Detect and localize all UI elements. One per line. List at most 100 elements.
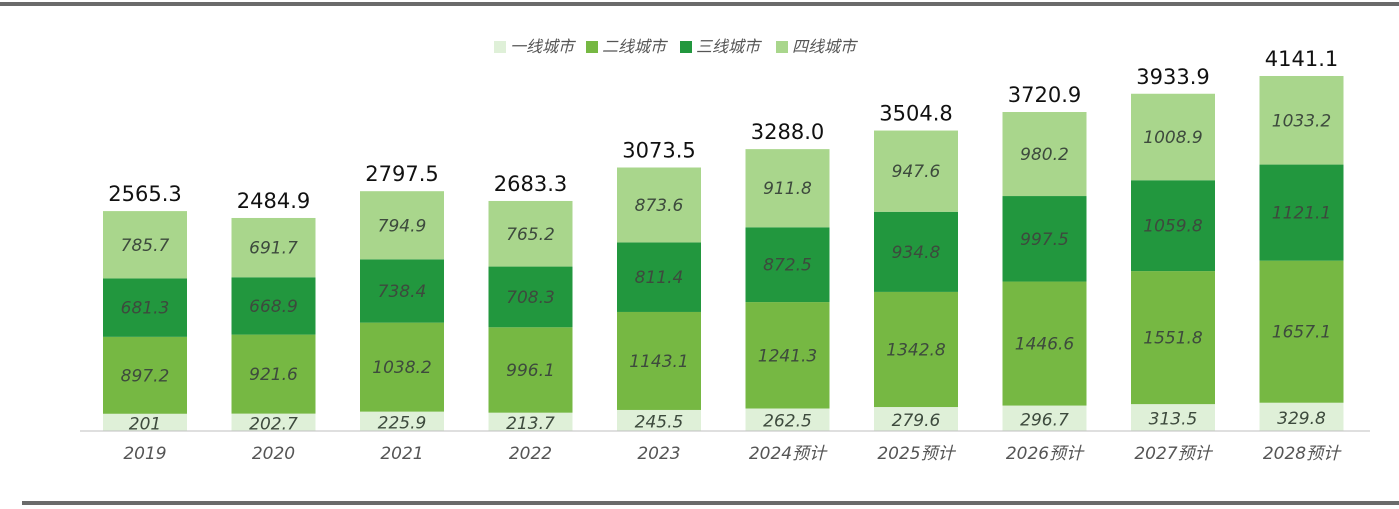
bar-segment [745, 227, 830, 303]
total-label: 3288.0 [751, 120, 824, 144]
total-label: 3504.8 [879, 102, 952, 126]
bar-segment [360, 411, 444, 431]
bar-segment [488, 412, 573, 431]
total-label: 4141.1 [1265, 47, 1338, 71]
data-label: 765.2 [506, 225, 555, 245]
legend-label-0: 一线城市 [510, 37, 576, 56]
data-label: 681.3 [121, 299, 170, 319]
data-label: 201 [129, 414, 161, 434]
data-label: 794.9 [378, 216, 427, 236]
data-label: 691.7 [249, 239, 298, 259]
data-label: 738.4 [378, 282, 427, 302]
bar-segment [874, 211, 958, 292]
data-label: 1342.8 [886, 340, 946, 360]
total-label: 2683.3 [494, 172, 567, 196]
bar-segment [231, 277, 316, 335]
data-label: 1059.8 [1143, 217, 1203, 237]
bar-segment [745, 408, 830, 431]
data-label: 225.9 [378, 413, 427, 433]
data-label: 1038.2 [372, 358, 431, 378]
bar-segment [103, 211, 187, 279]
data-label: 1143.1 [629, 352, 688, 372]
bar-segment [617, 167, 701, 243]
data-label: 1657.1 [1272, 323, 1331, 343]
bar-segment [103, 336, 187, 414]
bar-segment [1259, 75, 1344, 165]
data-label: 947.6 [892, 162, 941, 182]
data-label: 1121.1 [1272, 204, 1331, 224]
bar-segment [874, 291, 958, 408]
bar-segment [231, 334, 316, 414]
data-label: 934.8 [892, 243, 941, 263]
legend-swatch-2 [680, 41, 692, 53]
x-tick-label: 2021 [380, 444, 423, 464]
legend-label-2: 三线城市 [696, 37, 762, 56]
total-label: 3720.9 [1008, 83, 1081, 107]
bar-segment [1259, 260, 1344, 403]
data-label: 873.6 [635, 196, 684, 216]
bar-segment [1002, 405, 1087, 431]
bar-segment [1131, 271, 1215, 405]
data-label: 911.8 [763, 179, 812, 199]
data-label: 897.2 [121, 366, 170, 386]
data-label: 279.6 [892, 411, 941, 431]
bar-segment [874, 130, 958, 212]
data-label: 811.4 [635, 268, 684, 288]
legend-swatch-1 [586, 41, 598, 53]
total-label: 2484.9 [237, 189, 310, 213]
legend-swatch-0 [494, 41, 506, 53]
bar-segment [745, 302, 830, 409]
bar-segment [1131, 93, 1215, 181]
bar-segment [488, 200, 573, 267]
data-label: 997.5 [1020, 230, 1069, 250]
data-label: 708.3 [506, 288, 555, 308]
x-tick-label: 2023 [637, 444, 680, 464]
bars: 201 897.2 681.3 785.7 2565.3 202.7 921.6 668.9 6… [103, 47, 1344, 434]
data-label: 262.5 [763, 412, 812, 432]
legend-label-3: 四线城市 [792, 37, 858, 56]
x-tick-label: 2020 [252, 444, 295, 464]
total-label: 2565.3 [108, 182, 181, 206]
data-label: 1551.8 [1143, 329, 1203, 349]
bar-segment [360, 322, 444, 412]
total-label: 2797.5 [365, 162, 438, 186]
total-label: 3933.9 [1136, 65, 1209, 89]
bar-segment [360, 259, 444, 323]
bar-segment [1131, 180, 1215, 272]
bar-segment [360, 191, 444, 260]
x-tick-label: 2024预计 [749, 444, 828, 464]
bar-segment [1131, 404, 1215, 431]
x-axis-ticks: 2019 2020 2021 2022 2023 2024预计 2025预计 2026预计 20… [123, 444, 1342, 464]
total-label: 3073.5 [622, 139, 695, 163]
x-tick-label: 2027预计 [1134, 444, 1213, 464]
data-label: 1008.9 [1143, 128, 1202, 148]
x-tick-label: 2022 [509, 444, 552, 464]
data-label: 1241.3 [758, 346, 817, 366]
data-label: 1446.6 [1015, 335, 1075, 355]
bar-segment [1002, 112, 1087, 197]
data-label: 996.1 [506, 361, 555, 381]
data-label: 872.5 [763, 256, 812, 276]
bar-segment [231, 413, 316, 431]
data-label: 329.8 [1277, 409, 1326, 429]
data-label: 296.7 [1020, 410, 1069, 430]
data-label: 245.5 [635, 412, 684, 432]
bar-segment [745, 149, 830, 228]
bar-segment [231, 217, 316, 278]
bar-segment [1002, 196, 1087, 282]
data-label: 921.6 [249, 365, 298, 385]
bar-segment [1259, 402, 1344, 431]
bar-segment [488, 266, 573, 328]
bar-segment [617, 242, 701, 312]
x-tick-label: 2028预计 [1263, 444, 1342, 464]
legend-label-1: 二线城市 [602, 37, 668, 56]
bar-segment [488, 327, 573, 413]
bar-segment [874, 407, 958, 431]
data-label: 313.5 [1149, 410, 1198, 430]
data-label: 213.7 [506, 414, 555, 434]
x-tick-label: 2019 [123, 444, 166, 464]
legend-swatch-3 [776, 41, 788, 53]
data-label: 785.7 [121, 236, 170, 256]
legend: 一线城市 二线城市 三线城市 四线城市 [494, 37, 858, 56]
bar-segment [1259, 164, 1344, 261]
